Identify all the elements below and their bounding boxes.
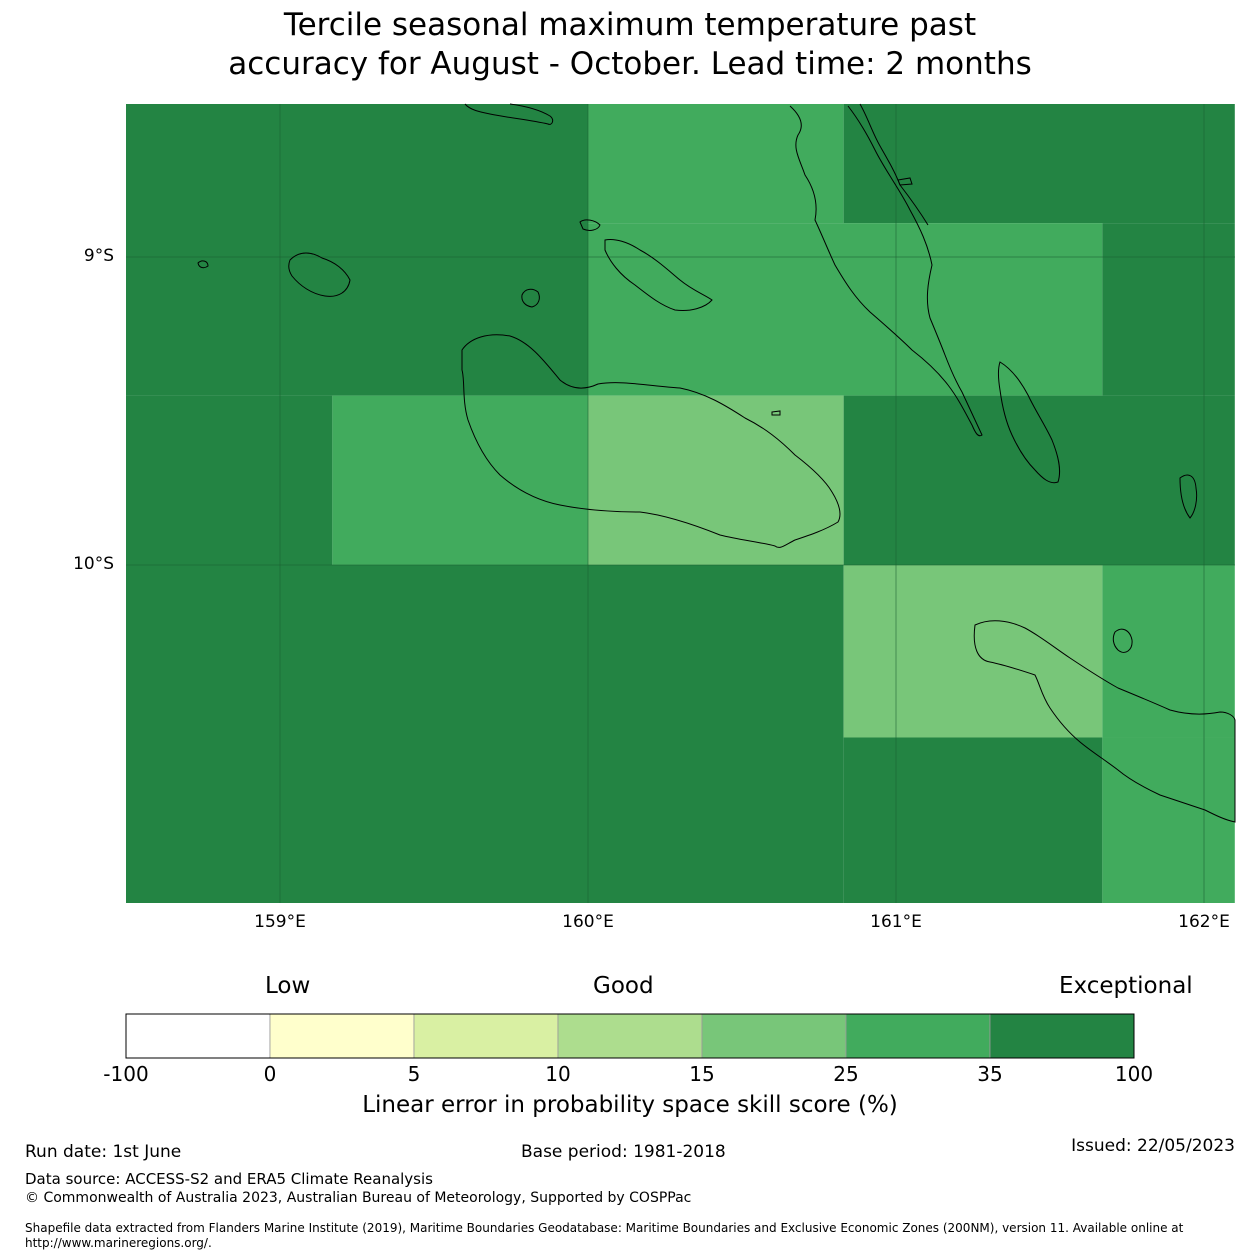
- skill-cell: [126, 565, 844, 903]
- shapefile-credit: Shapefile data extracted from Flanders M…: [25, 1221, 1184, 1250]
- colorbar-tick: -100: [103, 1062, 149, 1086]
- colorbar-segment: [701, 1013, 847, 1059]
- colorbar-tick: 100: [1114, 1062, 1154, 1086]
- coastline-north-east: [859, 103, 929, 226]
- coastline-makira: [973, 620, 1236, 823]
- colorbar-tick: 0: [263, 1062, 277, 1086]
- lon-label-162e: 162°E: [1178, 912, 1230, 932]
- skill-cell: [126, 104, 588, 396]
- coastline-russell: [288, 252, 351, 297]
- coastline-malaita: [998, 361, 1061, 484]
- skill-cell: [588, 395, 844, 565]
- coastline-guadalcanal: [461, 334, 841, 548]
- coastline-savo: [521, 288, 540, 308]
- colorbar-tick: 25: [833, 1062, 859, 1086]
- colorbar-segment: [413, 1013, 559, 1059]
- coastlines: [197, 103, 1236, 823]
- map-gridlines: [126, 104, 1235, 903]
- lon-label-160e: 160°E: [562, 912, 614, 932]
- title-line-2: accuracy for August - October. Lead time…: [228, 46, 1032, 82]
- base-period: Base period: 1981-2018: [521, 1142, 726, 1162]
- skill-cell: [1102, 565, 1235, 738]
- colorbar-tick: 35: [977, 1062, 1003, 1086]
- colorbar-tick: 10: [545, 1062, 571, 1086]
- colorbar-title: Linear error in probability space skill …: [362, 1092, 898, 1118]
- colorbar: [125, 1013, 1135, 1059]
- colorbar-tick: 5: [407, 1062, 421, 1086]
- skill-grid: [126, 104, 1235, 903]
- skill-cell: [588, 223, 1103, 396]
- colorbar-tick: 15: [689, 1062, 715, 1086]
- colorbar-segment: [125, 1013, 271, 1059]
- skill-cell: [126, 395, 333, 565]
- title-line-1: Tercile seasonal maximum temperature pas…: [283, 7, 977, 43]
- colorbar-category-exceptional: Exceptional: [1059, 973, 1193, 999]
- skill-cell: [1102, 223, 1235, 396]
- skill-cell: [843, 737, 1103, 903]
- coastline-nggela: [604, 239, 713, 311]
- coastline-santa-isabel: [789, 105, 983, 437]
- data-source: Data source: ACCESS-S2 and ERA5 Climate …: [25, 1170, 433, 1188]
- colorbar-frame: [125, 1013, 1135, 1059]
- lon-label-159e: 159°E: [254, 912, 306, 932]
- lat-label-9s: 9°S: [83, 246, 114, 266]
- skill-cell: [843, 565, 1103, 738]
- colorbar-category-low: Low: [265, 973, 311, 999]
- coastline-islet-a: [771, 410, 781, 416]
- coastline-islet-b: [897, 177, 913, 186]
- coastline-small-island-east: [1179, 474, 1198, 519]
- copyright: © Commonwealth of Australia 2023, Austra…: [25, 1190, 692, 1206]
- coastline-ulawa: [1112, 628, 1133, 653]
- skill-cell: [843, 104, 1235, 224]
- coastline-north-islet: [464, 103, 554, 125]
- colorbar-segment: [557, 1013, 703, 1059]
- run-date: Run date: 1st June: [25, 1142, 182, 1162]
- colorbar-category-good: Good: [593, 973, 654, 999]
- skill-cell: [1102, 737, 1235, 903]
- coastline-west-islet: [197, 260, 209, 269]
- skill-cell: [843, 395, 1235, 565]
- colorbar-segment: [989, 1013, 1135, 1059]
- coastline-florida-small: [579, 219, 601, 231]
- skill-cell: [588, 104, 844, 224]
- skill-cell: [332, 395, 588, 565]
- lon-label-161e: 161°E: [870, 912, 922, 932]
- colorbar-segment: [269, 1013, 415, 1059]
- lat-label-10s: 10°S: [73, 554, 114, 574]
- chart-title: Tercile seasonal maximum temperature pas…: [0, 6, 1260, 84]
- colorbar-segment: [845, 1013, 991, 1059]
- issued-date: Issued: 22/05/2023: [1071, 1136, 1235, 1156]
